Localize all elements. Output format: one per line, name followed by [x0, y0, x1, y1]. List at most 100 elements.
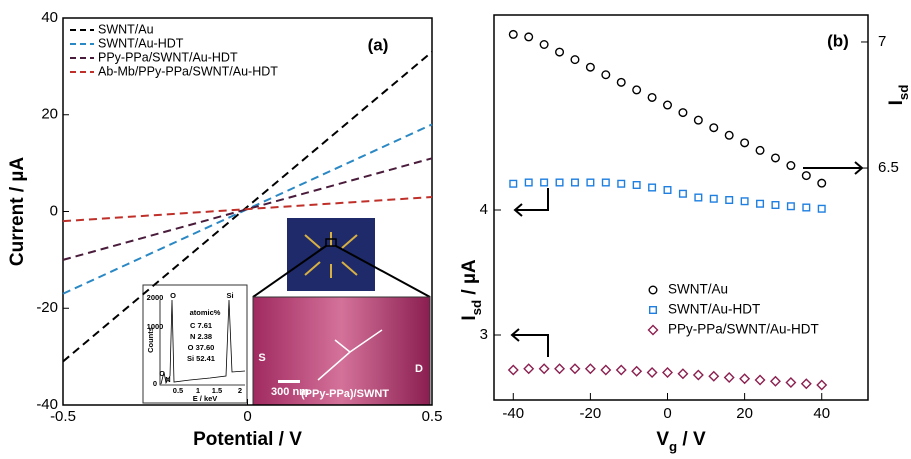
marker: [678, 189, 687, 198]
marker: [584, 363, 596, 375]
marker: [769, 375, 781, 387]
zoom-lines: [252, 245, 431, 298]
label-part: g: [669, 439, 677, 454]
marker: [585, 62, 595, 72]
marker: [617, 179, 626, 188]
marker: [786, 161, 796, 171]
marker: [816, 379, 828, 391]
panel-label: (b): [827, 31, 849, 50]
inset-text: 2: [238, 386, 242, 395]
y2-axis-label: Isd: [886, 85, 911, 106]
inset-text: Counts: [146, 327, 155, 353]
legend-label: SWNT/Au: [668, 282, 728, 297]
marker: [646, 367, 658, 378]
marker: [570, 55, 580, 65]
inset-text: N 2.38: [190, 332, 212, 341]
y-axis-label: Current / µA: [7, 157, 28, 266]
marker: [615, 364, 627, 376]
label-part: / µA: [459, 259, 480, 300]
marker: [539, 39, 549, 49]
marker: [662, 367, 673, 378]
marker: [663, 185, 672, 194]
marker: [694, 193, 703, 202]
x-axis-label: Potential / V: [193, 429, 302, 450]
label-part: I: [886, 100, 907, 105]
inset-text: O 37.60: [188, 343, 215, 352]
marker: [817, 178, 827, 188]
y-axis-label: Isd / µA: [459, 259, 484, 321]
marker: [725, 195, 734, 204]
inset-text: Si: [226, 291, 233, 300]
series-line: [62, 157, 433, 261]
inset-text: atomic%: [190, 308, 221, 317]
marker: [601, 178, 610, 187]
scale-bar: [278, 380, 300, 383]
label-part: I: [459, 315, 480, 320]
y-tick-label: -20: [36, 299, 58, 316]
marker: [600, 364, 612, 376]
marker: [754, 374, 766, 386]
marker: [569, 363, 581, 375]
legend-label: SWNT/Au-HDT: [668, 302, 760, 317]
marker: [601, 70, 611, 80]
marker: [723, 372, 735, 383]
edx-spectrum: [160, 299, 246, 385]
marker: [554, 363, 566, 375]
inset-text: C 7.61: [190, 321, 212, 330]
marker: [632, 180, 641, 189]
y2-tick-label: 7: [878, 33, 886, 50]
legend-marker: [649, 306, 658, 315]
x-tick-label: -0.5: [50, 408, 76, 425]
label-part: sd: [896, 85, 911, 101]
marker: [802, 203, 811, 212]
marker: [693, 115, 703, 125]
inset-text: O: [170, 291, 176, 300]
y-tick-label: 4: [480, 201, 488, 218]
marker: [663, 100, 673, 110]
x-tick-label: 0: [663, 405, 671, 422]
inset-text: 0.5: [173, 386, 183, 395]
marker: [540, 178, 549, 187]
edx-axes: [159, 300, 245, 386]
y-tick-label: 3: [480, 326, 488, 343]
inset-text: Si 52.41: [187, 354, 215, 363]
plot-frame: [493, 14, 869, 401]
marker: [524, 178, 533, 187]
sem-pointer: [317, 329, 383, 381]
marker: [509, 179, 518, 188]
legend-label: SWNT/Au: [98, 22, 154, 36]
x-tick-label: 0: [243, 408, 251, 425]
inset-text: 300 nm: [271, 386, 309, 398]
marker: [632, 85, 642, 95]
chip-electrodes: [304, 232, 358, 278]
marker: [538, 363, 550, 375]
zoom-box: [325, 238, 337, 247]
marker: [709, 194, 718, 203]
marker: [771, 200, 780, 209]
x-tick-label: -20: [580, 405, 602, 422]
marker: [616, 77, 626, 87]
marker: [770, 153, 780, 163]
marker: [570, 178, 579, 187]
arrow-left: [510, 328, 549, 357]
y-tick-label: 40: [41, 9, 58, 26]
marker: [739, 373, 751, 385]
marker: [692, 369, 704, 381]
legend-label: PPy-PPa/SWNT/Au-HDT: [668, 322, 819, 337]
marker: [740, 197, 749, 206]
x-tick-label: 0.5: [422, 408, 443, 425]
panel-label: (a): [368, 35, 389, 54]
x-tick-label: -40: [502, 405, 524, 422]
y-tick-label: 20: [41, 106, 58, 123]
label-part: V: [656, 429, 669, 450]
marker: [647, 92, 657, 102]
marker: [740, 138, 750, 148]
inset-text: N: [165, 375, 170, 384]
inset-text: D: [415, 363, 423, 375]
marker: [631, 365, 643, 377]
marker: [524, 32, 534, 42]
marker: [817, 204, 826, 213]
marker: [800, 378, 812, 390]
marker: [708, 370, 720, 382]
marker: [555, 47, 565, 57]
